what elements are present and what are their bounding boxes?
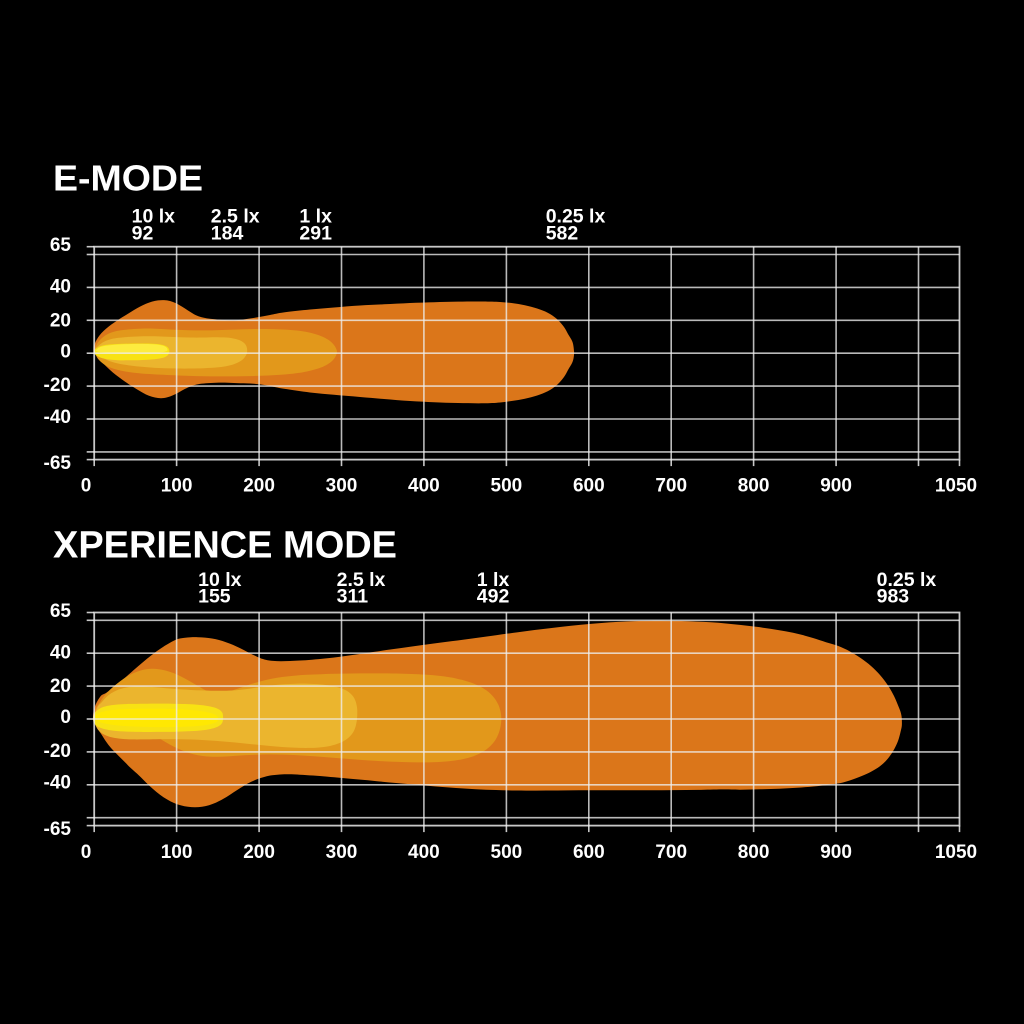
svg-text:0.25 lx: 0.25 lx [877,569,937,591]
svg-text:800: 800 [738,475,770,496]
svg-text:E-MODE: E-MODE [53,158,203,199]
svg-text:10 lx: 10 lx [198,569,242,591]
svg-text:700: 700 [655,842,687,863]
svg-text:0: 0 [81,475,92,496]
svg-text:800: 800 [738,842,770,863]
svg-text:40: 40 [50,643,71,664]
svg-text:291: 291 [299,222,332,244]
svg-text:155: 155 [198,586,231,608]
svg-text:0.25 lx: 0.25 lx [546,206,606,228]
svg-text:10 lx: 10 lx [132,206,176,228]
svg-text:184: 184 [211,222,244,244]
svg-text:492: 492 [477,586,510,608]
svg-text:2.5 lx: 2.5 lx [337,569,386,591]
svg-text:200: 200 [243,475,275,496]
svg-text:-40: -40 [44,407,71,428]
svg-text:600: 600 [573,475,605,496]
svg-text:20: 20 [50,310,71,331]
svg-text:900: 900 [820,842,852,863]
svg-text:582: 582 [546,222,579,244]
svg-text:100: 100 [161,475,193,496]
svg-text:700: 700 [655,475,687,496]
svg-text:400: 400 [408,475,440,496]
svg-text:500: 500 [491,842,523,863]
svg-text:-20: -20 [44,375,71,396]
svg-text:-65: -65 [44,819,72,840]
svg-text:65: 65 [50,601,72,622]
svg-text:600: 600 [573,842,605,863]
svg-text:40: 40 [50,277,71,298]
svg-text:1 lx: 1 lx [477,569,510,591]
svg-text:311: 311 [337,586,369,608]
svg-text:-40: -40 [44,773,71,794]
svg-text:1050: 1050 [935,475,977,496]
svg-text:2.5 lx: 2.5 lx [211,206,260,228]
svg-text:XPERIENCE MODE: XPERIENCE MODE [53,525,397,567]
svg-text:1050: 1050 [935,842,977,863]
svg-text:1 lx: 1 lx [299,206,332,228]
svg-text:0: 0 [60,707,71,728]
svg-text:20: 20 [50,676,71,697]
svg-text:100: 100 [161,842,193,863]
svg-text:0: 0 [81,842,92,863]
svg-text:200: 200 [243,842,275,863]
svg-text:-20: -20 [44,741,71,762]
svg-text:300: 300 [326,842,358,863]
svg-text:400: 400 [408,842,440,863]
svg-text:92: 92 [132,222,154,244]
svg-text:0: 0 [60,341,71,362]
svg-text:500: 500 [491,475,523,496]
svg-text:65: 65 [50,235,72,256]
svg-text:983: 983 [877,586,910,608]
svg-text:900: 900 [820,475,852,496]
svg-text:-65: -65 [44,453,72,474]
svg-text:300: 300 [326,475,358,496]
